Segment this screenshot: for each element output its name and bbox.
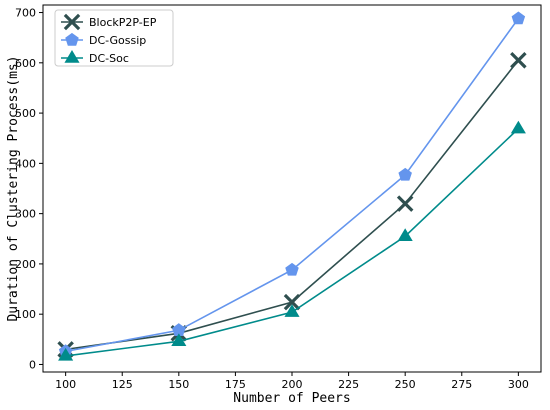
data-point: [285, 262, 299, 276]
y-tick-label: 500: [15, 107, 36, 120]
data-point: [284, 304, 300, 317]
y-tick-label: 600: [15, 57, 36, 70]
x-tick-label: 125: [112, 378, 133, 391]
legend: BlockP2P-EP DC-Gossip DC-Soc: [54, 9, 174, 67]
data-point: [510, 120, 526, 134]
x-tick-label: 225: [338, 378, 359, 391]
data-point: [58, 347, 74, 361]
x-tick-label: 200: [282, 378, 303, 391]
y-tick-label: 0: [29, 358, 36, 371]
legend-marker: [64, 50, 80, 63]
y-axis: 0 100 200 300 400 500 600 700: [15, 7, 43, 371]
legend-label: DC-Gossip: [89, 34, 146, 47]
legend-item: DC-Gossip: [61, 32, 146, 47]
data-point: [171, 333, 187, 347]
y-tick-label: 300: [15, 208, 36, 221]
legend-marker: [63, 13, 81, 31]
series-layer: [57, 11, 527, 361]
y-axis-title: Duration of Clustering Process(ms): [6, 55, 21, 321]
y-tick-label: 100: [15, 308, 36, 321]
x-tick-label: 300: [508, 378, 529, 391]
series-dc-soc: [58, 120, 526, 361]
x-tick-label: 175: [225, 378, 246, 391]
legend-label: BlockP2P-EP: [89, 16, 157, 29]
x-tick-label: 100: [55, 378, 76, 391]
legend-box: [54, 9, 174, 67]
legend-item: DC-Soc: [61, 50, 129, 65]
data-point: [397, 228, 413, 241]
data-point: [398, 167, 412, 181]
data-point: [396, 195, 414, 212]
series-line: [65, 128, 519, 357]
y-tick-label: 200: [15, 258, 36, 271]
data-point: [283, 293, 301, 311]
legend-marker: [65, 32, 79, 46]
legend-label: DC-Soc: [89, 52, 129, 65]
data-point: [510, 52, 527, 69]
x-axis: 100 125 150 175 200 225 250 275 300: [55, 372, 529, 391]
y-tick-label: 700: [15, 7, 36, 20]
legend-item: BlockP2P-EP: [61, 13, 157, 31]
x-tick-label: 250: [395, 378, 416, 391]
x-axis-title: Number of Peers: [233, 391, 350, 406]
x-tick-label: 275: [451, 378, 472, 391]
y-tick-label: 400: [15, 157, 36, 170]
x-tick-label: 150: [168, 378, 189, 391]
data-point: [511, 11, 526, 25]
